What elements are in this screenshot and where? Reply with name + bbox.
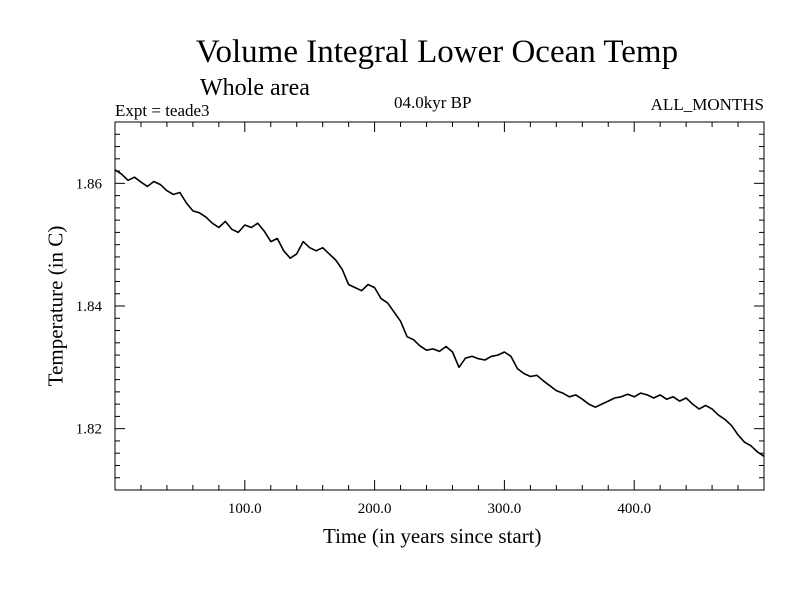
temperature-series-line xyxy=(114,169,765,457)
y-tick-label: 1.82 xyxy=(76,422,102,438)
y-tick-label: 1.86 xyxy=(76,176,103,192)
plot-frame xyxy=(114,121,765,491)
axis-ticks xyxy=(115,122,764,490)
period-label: 04.0kyr BP xyxy=(394,93,472,112)
x-tick-label: 400.0 xyxy=(617,501,651,517)
chart-title: Volume Integral Lower Ocean Temp xyxy=(195,34,679,70)
tick-labels: 100.0 200.0 300.0 400.0 1.82 1.84 1.86 xyxy=(76,176,651,517)
x-tick-label: 300.0 xyxy=(488,501,522,517)
x-tick-label: 100.0 xyxy=(228,501,262,517)
x-axis-label: Time (in years since start) xyxy=(323,524,542,548)
experiment-label: Expt = teade3 xyxy=(115,101,210,120)
series-layer xyxy=(114,169,765,457)
chart-subtitle: Whole area xyxy=(200,75,310,101)
y-tick-label: 1.84 xyxy=(76,299,103,315)
months-label: ALL_MONTHS xyxy=(650,95,764,114)
x-tick-label: 200.0 xyxy=(358,501,392,517)
